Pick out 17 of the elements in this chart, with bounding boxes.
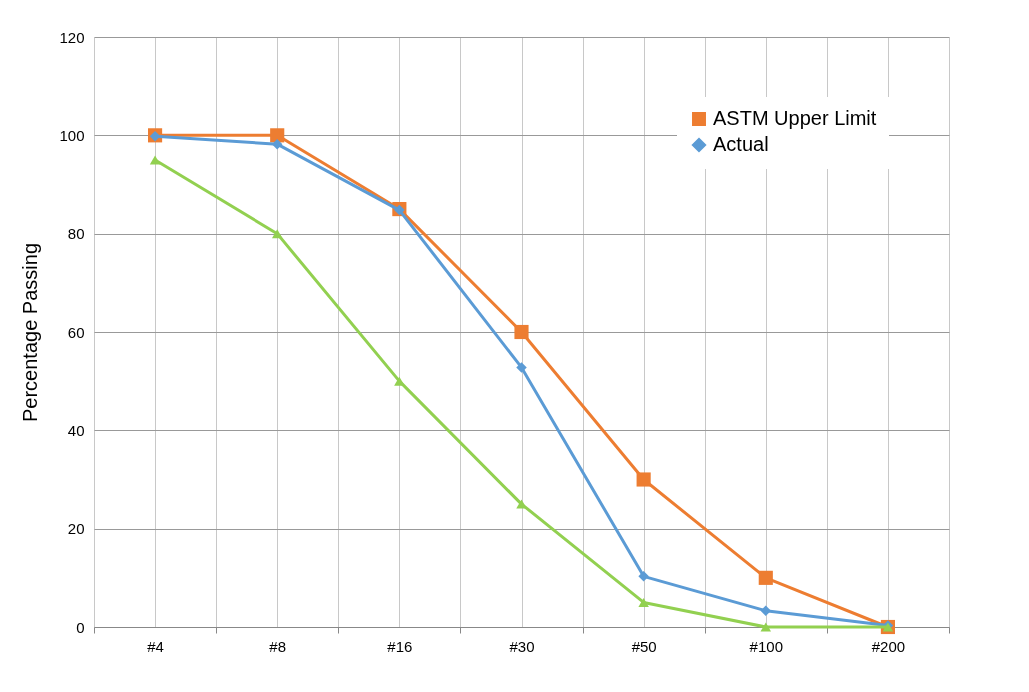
y-tick-label: 60 — [67, 323, 85, 341]
x-tick-label: #50 — [631, 637, 657, 655]
x-tick-label: #8 — [269, 637, 287, 655]
x-tick-label: #100 — [749, 637, 783, 655]
x-tick-label: #30 — [509, 637, 535, 655]
y-tick-label: 80 — [67, 225, 85, 243]
legend-label: ASTM Upper Limit — [713, 107, 877, 129]
y-tick-label: 40 — [67, 421, 85, 439]
y-tick-label: 100 — [59, 126, 85, 144]
y-axis-title: Percentage Passing — [19, 242, 42, 423]
x-tick-label: #4 — [147, 637, 164, 655]
y-tick-label: 120 — [59, 28, 85, 46]
x-tick-label: #200 — [871, 637, 906, 655]
y-tick-label: 20 — [67, 520, 85, 538]
x-tick-label: #16 — [387, 637, 413, 655]
legend-label: Actual — [713, 133, 769, 155]
y-tick-label: 0 — [76, 618, 85, 636]
